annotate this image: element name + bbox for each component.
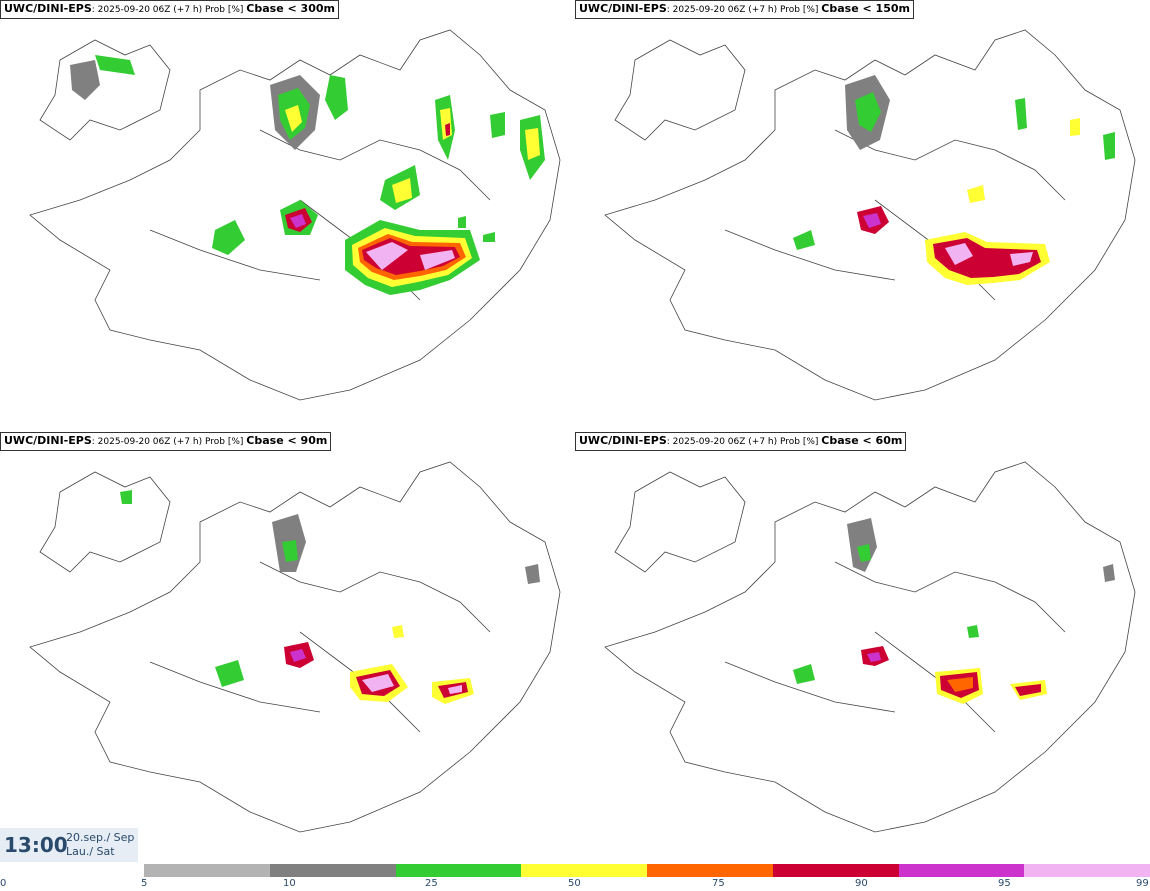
threshold-label: Cbase < 90m [246, 434, 328, 447]
map-panel-300m: UWC/DINI-EPS: 2025-09-20 06Z (+7 h) Prob… [0, 0, 575, 432]
valid-time-box: 13:00 20.sep./ Sep Lau./ Sat [0, 828, 138, 862]
threshold-label: Cbase < 60m [821, 434, 903, 447]
probability-colorbar [144, 864, 1150, 877]
colorbar-segment [521, 864, 647, 877]
model-name: UWC/DINI-EPS [4, 2, 92, 15]
colorbar-tick-label: 90 [855, 878, 868, 889]
iceland-map [604, 29, 1136, 401]
panel-title: UWC/DINI-EPS: 2025-09-20 06Z (+7 h) Prob… [0, 432, 332, 451]
threshold-label: Cbase < 300m [246, 2, 335, 15]
map-panel-90m: UWC/DINI-EPS: 2025-09-20 06Z (+7 h) Prob… [0, 432, 575, 864]
map-panel-150m: UWC/DINI-EPS: 2025-09-20 06Z (+7 h) Prob… [575, 0, 1150, 432]
model-name: UWC/DINI-EPS [4, 434, 92, 447]
run-info: : 2025-09-20 06Z (+7 h) Prob [%] [91, 437, 247, 447]
colorbar-tick-label: 95 [998, 878, 1011, 889]
colorbar-segment [647, 864, 773, 877]
date-line: 20.sep./ Sep [66, 831, 135, 844]
colorbar-tick-label: 99 [1136, 878, 1149, 889]
valid-time: 13:00 [4, 833, 68, 857]
model-name: UWC/DINI-EPS [579, 434, 667, 447]
panel-title: UWC/DINI-EPS: 2025-09-20 06Z (+7 h) Prob… [0, 0, 339, 19]
colorbar-segment [395, 864, 522, 877]
run-info: : 2025-09-20 06Z (+7 h) Prob [%] [91, 5, 247, 15]
colorbar-segment [898, 864, 1025, 877]
run-info: : 2025-09-20 06Z (+7 h) Prob [%] [666, 5, 822, 15]
colorbar-segment [772, 864, 899, 877]
colorbar-tick-label: 75 [712, 878, 725, 889]
colorbar-tick-label: 10 [283, 878, 296, 889]
valid-date: 20.sep./ Sep Lau./ Sat [66, 831, 134, 859]
model-name: UWC/DINI-EPS [579, 2, 667, 15]
colorbar-tick-label: 5 [141, 878, 148, 889]
map-panel-60m: UWC/DINI-EPS: 2025-09-20 06Z (+7 h) Prob… [575, 432, 1150, 864]
colorbar-tick-label: 25 [425, 878, 438, 889]
threshold-label: Cbase < 150m [821, 2, 910, 15]
weekday-line: Lau./ Sat [66, 845, 115, 858]
run-info: : 2025-09-20 06Z (+7 h) Prob [%] [666, 437, 822, 447]
panel-title: UWC/DINI-EPS: 2025-09-20 06Z (+7 h) Prob… [575, 0, 914, 19]
iceland-map [604, 461, 1136, 833]
colorbar-tick-label: 0 [0, 878, 7, 889]
iceland-map [29, 461, 561, 833]
colorbar-segment [1024, 864, 1150, 877]
iceland-map [29, 29, 561, 401]
colorbar-segment [269, 864, 396, 877]
colorbar-tick-label: 50 [568, 878, 581, 889]
colorbar-segment [144, 864, 270, 877]
panel-title: UWC/DINI-EPS: 2025-09-20 06Z (+7 h) Prob… [575, 432, 907, 451]
